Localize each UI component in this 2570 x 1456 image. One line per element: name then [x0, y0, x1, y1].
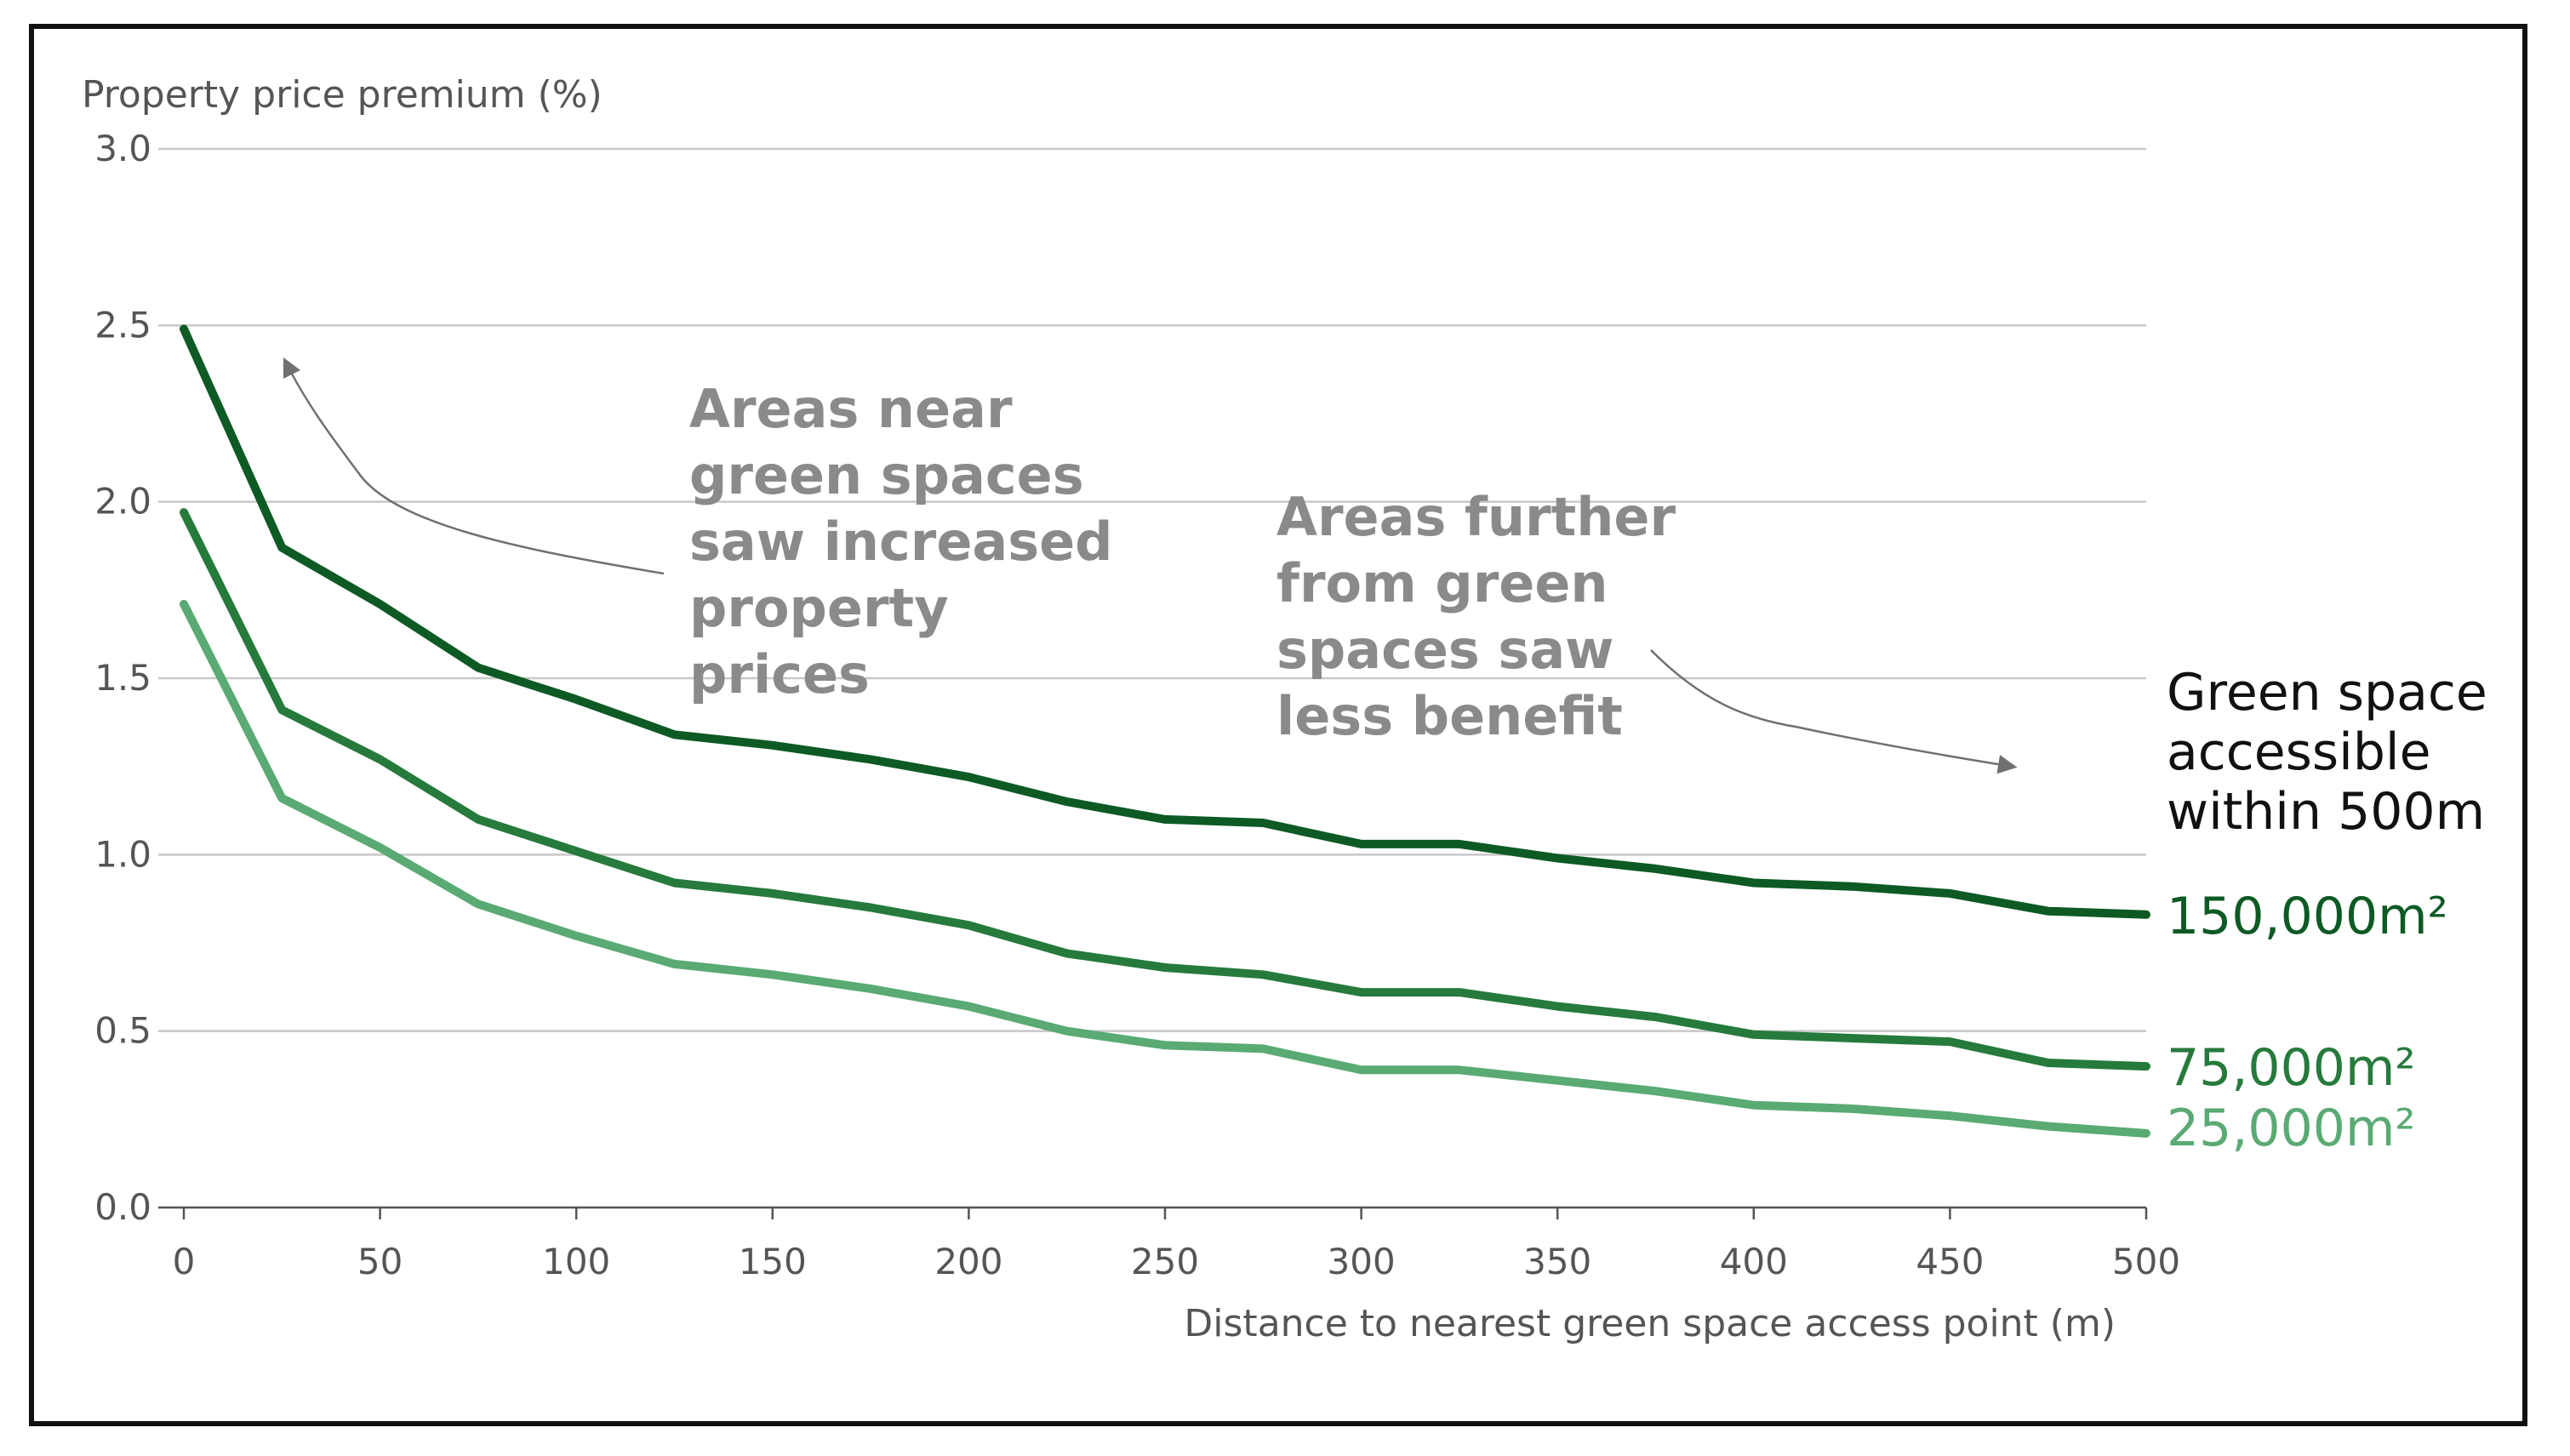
y-axis-title: Property price premium (%)	[82, 73, 603, 117]
annotation-line: spaces saw	[1276, 619, 1613, 681]
chart-frame: 0 50 100 150 200 250 300 350 400 450 500 0.0 0.5 1.0…	[29, 24, 2527, 1426]
line-chart: 0 50 100 150 200 250 300 350 400 450 500 0.0 0.5 1.0…	[82, 73, 2487, 1345]
y-tick-label: 0.5	[94, 1010, 151, 1052]
legend-title-line: accessible	[2167, 722, 2431, 782]
annotation-line: property	[689, 577, 949, 639]
series-label-1: 75,000m²	[2167, 1038, 2415, 1098]
x-axis: 0 50 100 150 200 250 300 350 400 450 500	[158, 1206, 2180, 1282]
annotation-arrow-further	[1650, 649, 2018, 774]
x-tick-label: 450	[1916, 1241, 1984, 1282]
annotation-line: from green	[1276, 552, 1608, 614]
series-line-2	[180, 599, 2150, 1138]
annotation-line: saw increased	[689, 511, 1113, 573]
x-tick-label: 100	[542, 1241, 610, 1282]
annotation-line: Areas further	[1276, 486, 1676, 548]
annotation-line: prices	[689, 643, 870, 705]
x-tick-label: 500	[2112, 1241, 2180, 1282]
series-label-2: 25,000m²	[2167, 1099, 2415, 1158]
legend-title-line: within 500m	[2167, 782, 2485, 842]
x-tick-label: 200	[934, 1241, 1002, 1282]
y-tick-label: 2.0	[94, 481, 151, 522]
x-tick-label: 250	[1131, 1241, 1199, 1282]
legend-title-line: Green space	[2167, 663, 2487, 722]
y-axis: 0.0 0.5 1.0 1.5 2.0 2.5 3.0	[94, 128, 151, 1228]
x-axis-title: Distance to nearest green space access p…	[1184, 1302, 2116, 1345]
annotation-line: less benefit	[1276, 685, 1623, 747]
series-line-0	[180, 324, 2150, 919]
y-tick-label: 3.0	[94, 128, 151, 169]
x-tick-label: 300	[1328, 1241, 1396, 1282]
y-tick-label: 1.5	[94, 657, 151, 699]
x-tick-label: 350	[1523, 1241, 1591, 1282]
annotation-line: green spaces	[689, 444, 1084, 506]
series-label-0: 150,000m²	[2167, 887, 2448, 946]
x-tick-label: 400	[1720, 1241, 1788, 1282]
annotation-line: Areas near	[689, 378, 1013, 440]
series-lines	[180, 324, 2150, 1138]
x-tick-label: 0	[173, 1241, 196, 1282]
y-tick-label: 2.5	[94, 304, 151, 345]
y-tick-label: 1.0	[94, 833, 151, 875]
annotation-arrow-near	[283, 357, 665, 575]
series-line-1	[180, 508, 2150, 1071]
y-tick-label: 0.0	[94, 1186, 151, 1228]
gridlines	[158, 147, 2146, 1209]
x-tick-label: 150	[739, 1241, 807, 1282]
x-tick-label: 50	[357, 1241, 403, 1282]
